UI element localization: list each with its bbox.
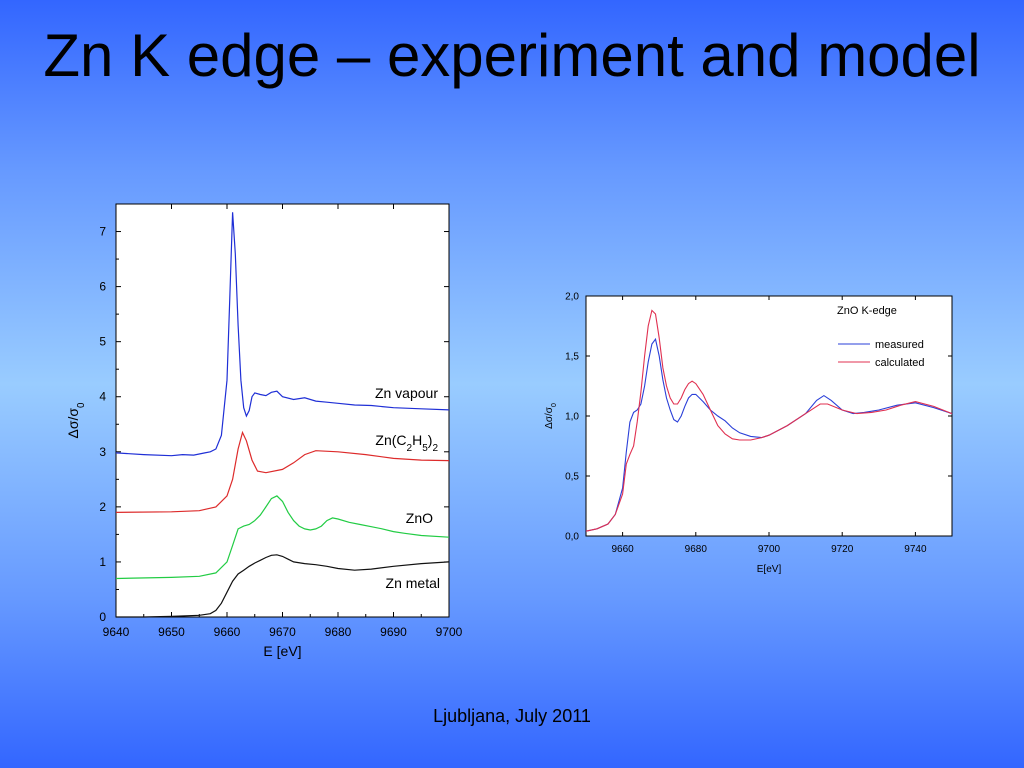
y-axis-label: Δσ/σ0 — [544, 403, 558, 429]
x-tick-label: 9650 — [158, 625, 185, 639]
series-label: ZnO — [406, 510, 433, 526]
x-tick-label: 9680 — [685, 544, 708, 555]
y-tick-label: 4 — [99, 390, 106, 404]
y-tick-label: 0,0 — [565, 532, 579, 543]
series-line — [585, 337, 953, 532]
x-tick-label: 9660 — [611, 544, 634, 555]
series-label: Zn vapour — [375, 385, 438, 401]
y-tick-label: 2 — [99, 500, 106, 514]
series-line — [585, 309, 953, 532]
slide-title: Zn K edge – experiment and model — [43, 22, 981, 89]
y-tick-label: 2,0 — [565, 292, 579, 303]
x-tick-label: 9700 — [758, 544, 781, 555]
x-tick-label: 9680 — [325, 625, 352, 639]
y-tick-label: 6 — [99, 280, 106, 294]
plot-area-left — [115, 203, 450, 618]
series-line — [115, 495, 450, 580]
x-tick-label: 9740 — [904, 544, 927, 555]
series-label: Zn metal — [386, 575, 440, 591]
x-tick-label: 9660 — [214, 625, 241, 639]
y-tick-label: 1,0 — [565, 412, 579, 423]
x-tick-label: 9690 — [380, 625, 407, 639]
y-axis-label: Δσ/σ0 — [65, 402, 87, 439]
svg-text:Δσ/σ0: Δσ/σ0 — [65, 402, 87, 439]
series-line — [116, 554, 450, 618]
series-label: Zn(C2H5)2 — [375, 432, 438, 454]
legend-entry: measured — [875, 339, 924, 351]
y-tick-label: 3 — [99, 445, 106, 459]
footer-text: Ljubljana, July 2011 — [433, 706, 591, 726]
y-tick-label: 0,5 — [565, 472, 579, 483]
series-line — [115, 430, 450, 513]
y-tick-label: 1 — [99, 555, 106, 569]
x-tick-label: 9640 — [103, 625, 130, 639]
plot-area-right — [585, 295, 953, 537]
y-tick-label: 0 — [99, 610, 106, 624]
series-line — [115, 212, 450, 457]
legend-title: ZnO K-edge — [837, 305, 897, 317]
legend-entry: calculated — [875, 357, 925, 369]
x-tick-label: 9720 — [831, 544, 854, 555]
x-tick-label: 9700 — [436, 625, 463, 639]
y-tick-label: 7 — [99, 225, 106, 239]
x-axis-label: E [eV] — [263, 643, 301, 659]
x-tick-label: 9670 — [269, 625, 296, 639]
svg-text:Δσ/σ0: Δσ/σ0 — [544, 403, 558, 429]
y-tick-label: 1,5 — [565, 352, 579, 363]
x-axis-label: E[eV] — [757, 564, 782, 575]
y-tick-label: 5 — [99, 335, 106, 349]
